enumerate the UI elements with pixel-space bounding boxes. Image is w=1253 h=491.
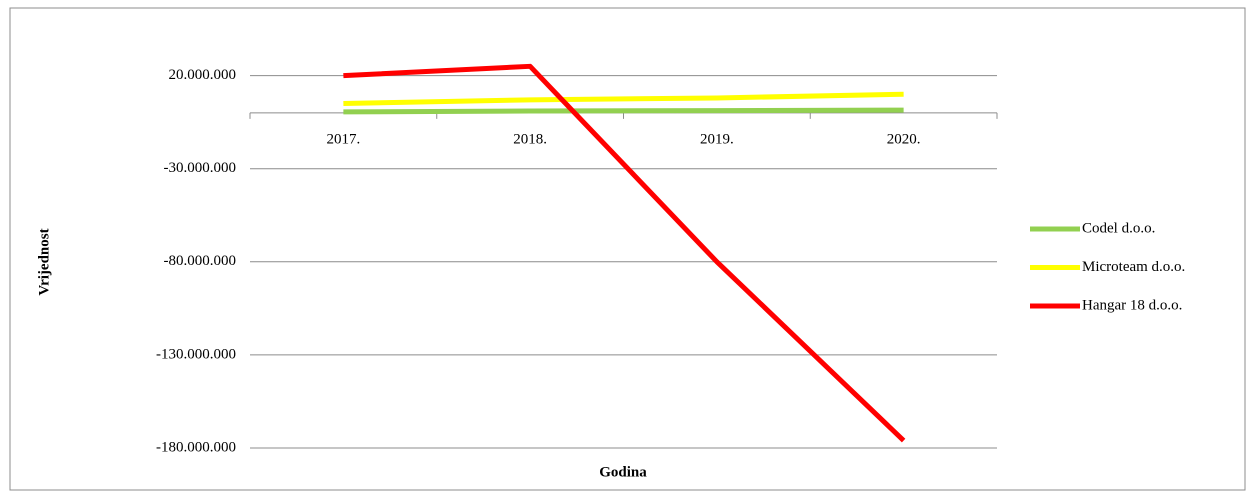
y-tick-label: -30.000.000 [164,160,237,176]
x-tick-label: 2019. [700,131,734,147]
series-line [343,63,906,443]
y-tick-label: -130.000.000 [156,346,236,362]
x-tick-label: 2018. [513,131,547,147]
x-tick-label: 2017. [327,131,361,147]
y-tick-label: -180.000.000 [156,439,236,455]
legend-label: Hangar 18 d.o.o. [1082,297,1182,313]
legend-label: Codel d.o.o. [1082,220,1155,236]
y-axis-title: Vrijednost [36,228,52,295]
legend-label: Microteam d.o.o. [1082,259,1185,275]
chart-border [9,7,1246,491]
y-tick-label: 20.000.000 [169,67,237,83]
series-line [343,107,904,115]
y-tick-label: -80.000.000 [164,253,237,269]
series-line [343,91,904,107]
x-tick-label: 2020. [887,131,921,147]
x-axis-title: Godina [599,464,647,480]
